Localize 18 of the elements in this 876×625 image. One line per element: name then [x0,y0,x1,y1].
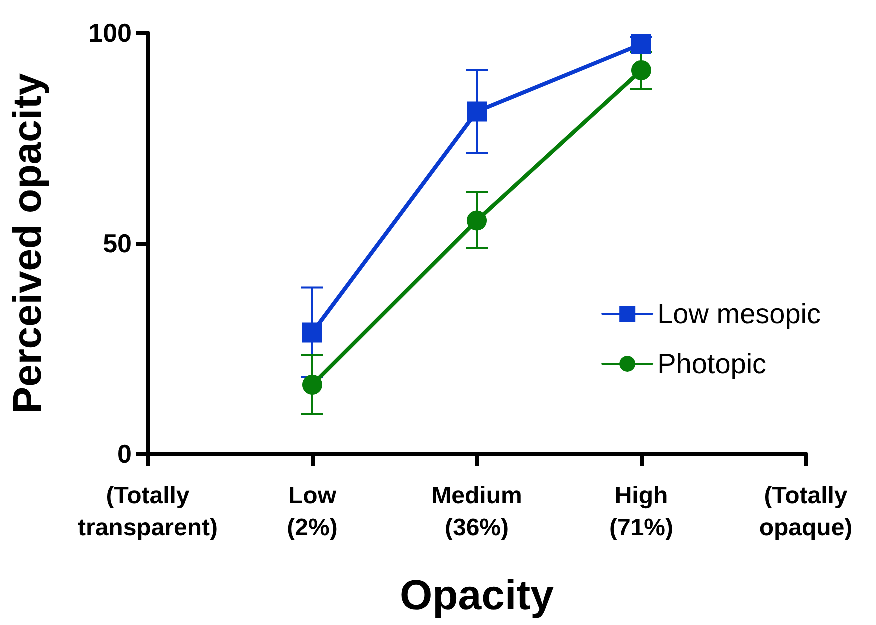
point [302,374,322,395]
y-tick-label: 0 [118,439,132,469]
x-axis-title: Opacity [400,572,555,618]
x-tick-label: (Totally opaque) [759,482,853,542]
y-tick-label: 50 [103,228,132,258]
x-tick-label: Medium (36%) [432,482,522,542]
y-axis-title: Perceived opacity [6,72,50,414]
legend-label: Photopic [658,348,767,380]
x-tick-label: High (71%) [609,482,674,542]
point [467,210,487,231]
x-tick-label: Low (2%) [287,482,338,542]
x-tick-label: (Totally transparent) [78,482,218,542]
legend-label: Low mesopic [658,298,821,330]
point [302,322,322,343]
point [632,60,652,80]
point [467,102,487,122]
point [632,34,652,54]
y-tick-label: 100 [88,18,132,48]
